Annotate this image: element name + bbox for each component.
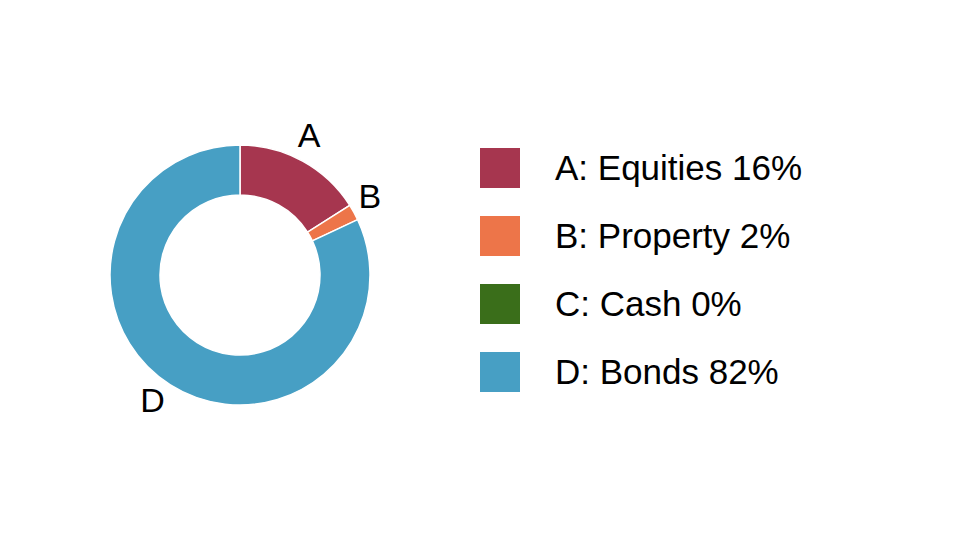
svg-text:A: A [298, 116, 321, 154]
html-text:A: Equities 16%: A: Equities 16% [555, 148, 803, 187]
svg-text:D: D [140, 381, 165, 419]
html-text:D: Bonds 82%: D: Bonds 82% [555, 352, 779, 391]
svg-text:B: B [359, 177, 382, 215]
html-text:C: Cash 0%: C: Cash 0% [555, 284, 742, 323]
html-text:B: Property 2%: B: Property 2% [555, 216, 791, 255]
